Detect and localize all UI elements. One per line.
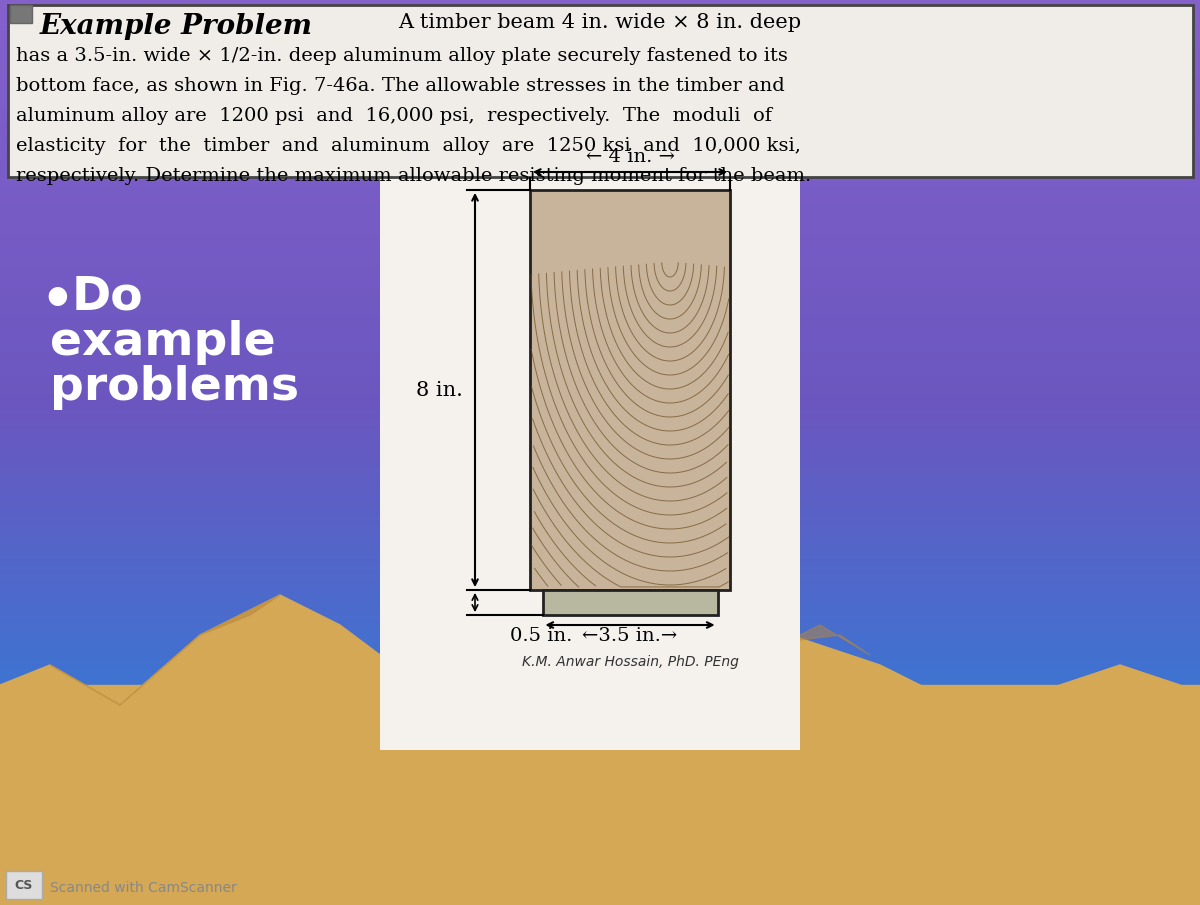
Text: bottom face, as shown in Fig. 7-46a. The allowable stresses in the timber and: bottom face, as shown in Fig. 7-46a. The… [16,77,785,95]
Bar [530,190,730,590]
Text: elasticity  for  the  timber  and  aluminum  alloy  are  1250 ksi  and  10,000 k: elasticity for the timber and aluminum a… [16,137,800,155]
Text: Example Problem: Example Problem [40,13,313,40]
Text: 0.5 in.: 0.5 in. [510,627,572,645]
Bar [8,5,1193,177]
Text: Scanned with CamScanner: Scanned with CamScanner [50,881,236,895]
Text: ← 4 in. →: ← 4 in. → [586,148,674,166]
Text: has a 3.5-in. wide × 1/2-in. deep aluminum alloy plate securely fastened to its: has a 3.5-in. wide × 1/2-in. deep alumin… [16,47,788,65]
Text: aluminum alloy are  1200 psi  and  16,000 psi,  respectively.  The  moduli  of: aluminum alloy are 1200 psi and 16,000 p… [16,107,772,125]
Polygon shape [0,595,1200,905]
Text: CS: CS [14,879,34,891]
Bar [380,175,800,750]
Text: ←3.5 in.→: ←3.5 in.→ [582,627,678,645]
Bar [10,5,32,23]
Text: •: • [40,275,73,327]
Text: Do: Do [72,275,144,320]
Polygon shape [650,625,870,695]
Text: example: example [50,320,276,365]
Text: respectively. Determine the maximum allowable resisting moment for the beam.: respectively. Determine the maximum allo… [16,167,811,185]
Bar [6,871,42,899]
Polygon shape [0,685,1200,905]
Text: 8 in.: 8 in. [416,380,463,399]
Text: K.M. Anwar Hossain, PhD. PEng: K.M. Anwar Hossain, PhD. PEng [522,655,738,669]
Text: A timber beam 4 in. wide × 8 in. deep: A timber beam 4 in. wide × 8 in. deep [398,13,802,32]
Bar [542,590,718,615]
Text: problems: problems [50,365,299,410]
Polygon shape [50,595,280,705]
